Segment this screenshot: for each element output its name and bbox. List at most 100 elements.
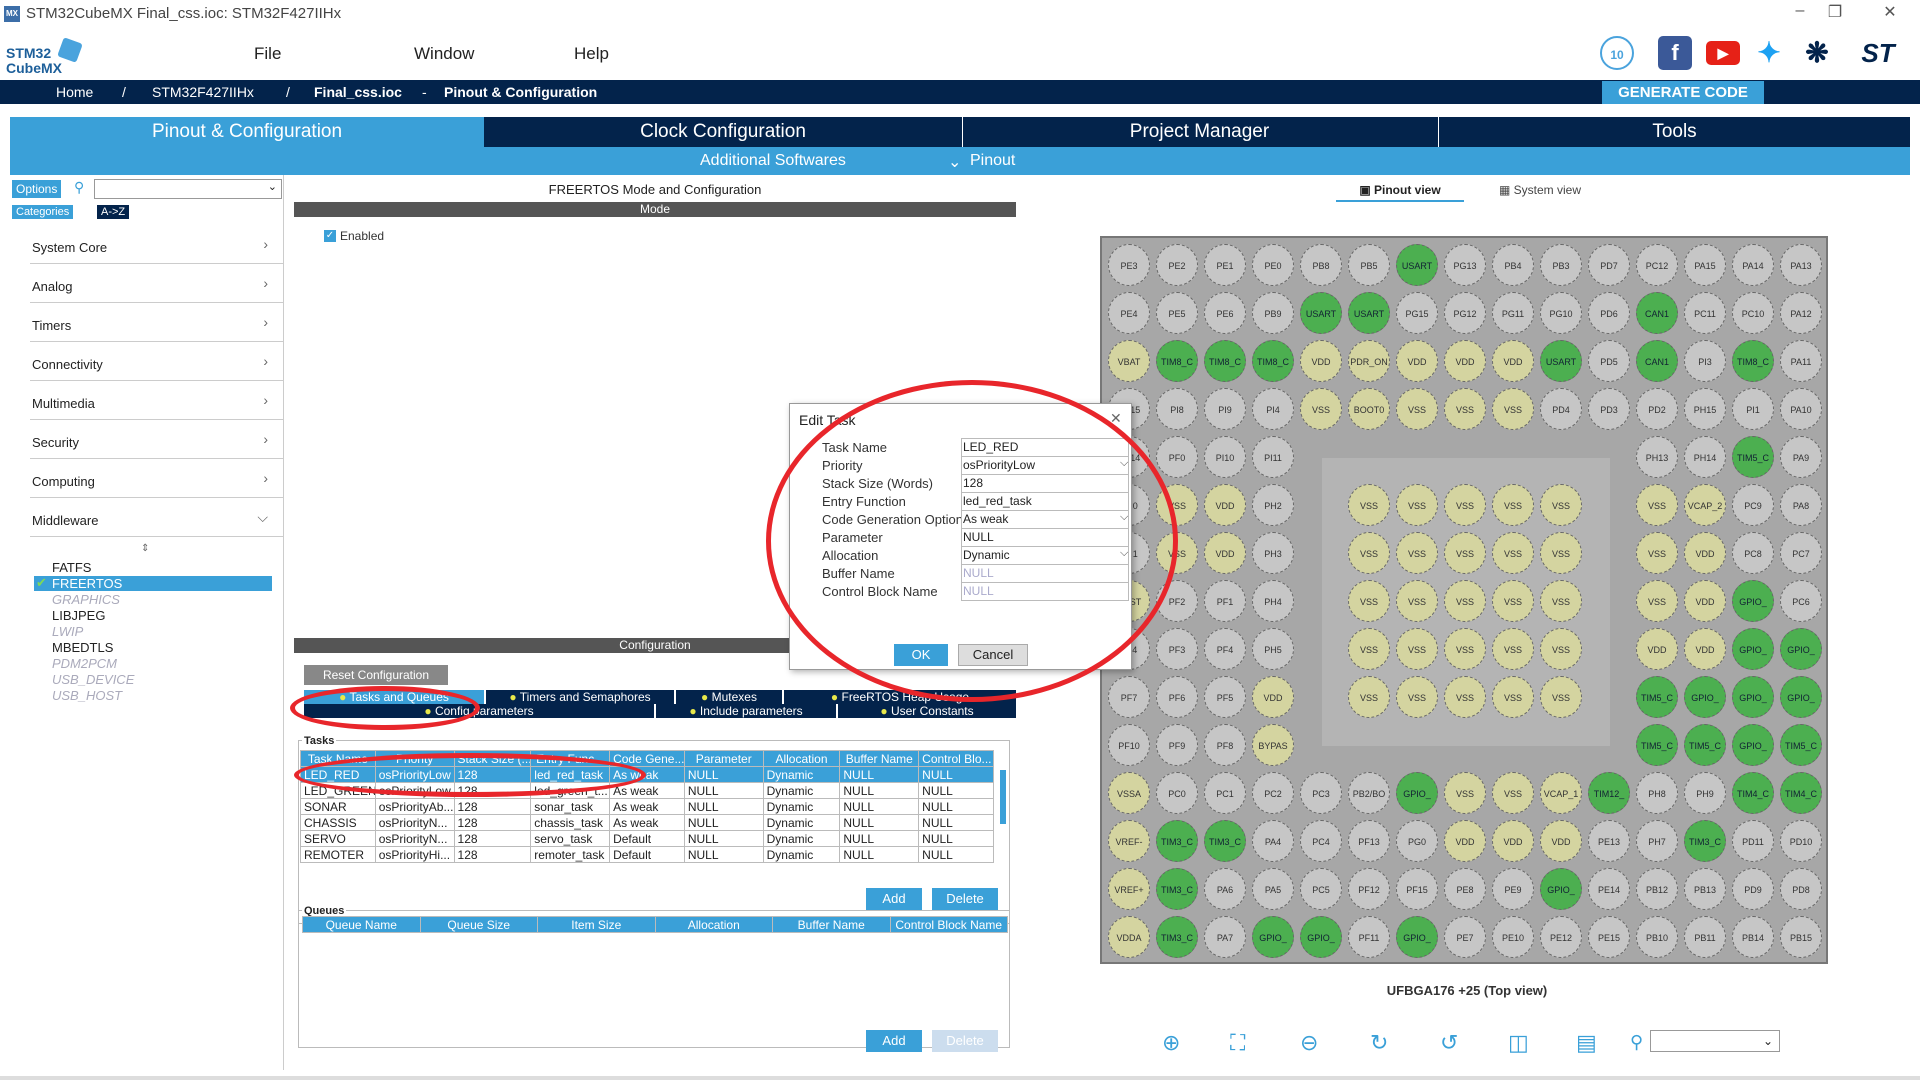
pin[interactable]: PG15 [1396,292,1438,334]
middleware-item[interactable]: LIBJPEG [52,608,106,623]
facebook-icon[interactable]: f [1658,36,1692,70]
pin[interactable]: PD4 [1540,388,1582,430]
pin[interactable]: PF12 [1348,868,1390,910]
pin[interactable]: USART [1300,292,1342,334]
pin[interactable]: PA7 [1204,916,1246,958]
pin[interactable]: TIM8_C [1156,340,1198,382]
queue-column-header[interactable]: Queue Name [302,916,421,933]
table-row[interactable]: REMOTER osPriorityHi... 128 remoter_task Def… [300,846,994,863]
middleware-item[interactable]: USB_DEVICE [52,672,135,687]
pin[interactable]: PC3 [1300,772,1342,814]
middleware-item[interactable]: GRAPHICS [52,592,120,607]
pin[interactable]: PC1 [1204,772,1246,814]
pin[interactable]: PH4 [1252,580,1294,622]
category-security[interactable]: Security › [30,421,284,459]
pin[interactable]: CAN1 [1636,292,1678,334]
pin[interactable]: PC8 [1732,532,1774,574]
config-tab-user-constants[interactable]: ● User Constants [838,704,1016,718]
config-tab-include-parameters[interactable]: ● Include parameters [656,704,836,718]
menu-window[interactable]: Window [414,44,475,63]
pin[interactable]: PC7 [1780,532,1822,574]
pin[interactable]: PF0 [1156,436,1198,478]
pin[interactable]: USART [1396,244,1438,286]
middleware-item[interactable]: FREERTOS [34,576,272,591]
pin[interactable]: PD9 [1732,868,1774,910]
pin[interactable]: PD7 [1588,244,1630,286]
pin[interactable]: PB12 [1636,868,1678,910]
pin[interactable]: VSS [1444,772,1486,814]
pin[interactable]: TIM12_ [1588,772,1630,814]
pin[interactable]: VDD [1540,820,1582,862]
pin[interactable]: PB8 [1300,244,1342,286]
pin[interactable]: VSS [1348,580,1390,622]
pin[interactable]: TIM8_C [1732,340,1774,382]
pin[interactable]: PH9 [1684,772,1726,814]
pin[interactable]: VSS [1492,484,1534,526]
middleware-item[interactable]: USB_HOST [52,688,123,703]
pin[interactable]: PI8 [1156,388,1198,430]
pin[interactable]: PA5 [1252,868,1294,910]
st-logo-icon[interactable]: ST [1848,36,1908,70]
pin[interactable]: PE10 [1492,916,1534,958]
pin[interactable]: VSS [1444,580,1486,622]
middleware-item[interactable]: PDM2PCM [52,656,118,671]
pin[interactable]: PD11 [1732,820,1774,862]
pin[interactable]: VDD [1684,580,1726,622]
pin[interactable]: PC9 [1732,484,1774,526]
config-tab-mutexes[interactable]: ● Mutexes [676,690,782,704]
pin[interactable]: VDD [1204,484,1246,526]
pin[interactable]: VSS [1540,580,1582,622]
pin[interactable]: GPIO_ [1732,724,1774,766]
pin[interactable]: GPIO_ [1252,916,1294,958]
category-multimedia[interactable]: Multimedia › [30,382,284,420]
pin[interactable]: PF15 [1396,868,1438,910]
options-button[interactable]: Options [12,180,62,198]
pin[interactable]: BYPAS [1252,724,1294,766]
pin[interactable]: VDDA [1108,916,1150,958]
task-add-button[interactable]: Add [866,888,922,910]
pin[interactable]: PI9 [1204,388,1246,430]
pin[interactable]: PA11 [1780,340,1822,382]
pin[interactable]: PC2 [1252,772,1294,814]
pin-search-input[interactable]: ⌄ [1650,1030,1780,1052]
rotate-left-icon[interactable]: ↺ [1440,1030,1459,1055]
categories-tab[interactable]: Categories [12,205,74,219]
pin[interactable]: PA15 [1684,244,1726,286]
tasks-scrollbar[interactable] [1000,770,1006,824]
category-timers[interactable]: Timers › [30,304,284,342]
pin[interactable]: VSS [1348,484,1390,526]
category-analog[interactable]: Analog › [30,265,284,303]
pin[interactable]: GPIO_ [1396,916,1438,958]
pin[interactable]: VSS [1492,628,1534,670]
pin[interactable]: VSS [1348,532,1390,574]
pin[interactable]: PB4 [1492,244,1534,286]
pin[interactable]: PC6 [1780,580,1822,622]
pin[interactable]: VDD [1300,340,1342,382]
pin[interactable]: VBAT [1108,340,1150,382]
pin[interactable]: PH7 [1636,820,1678,862]
pin[interactable]: PC10 [1732,292,1774,334]
pin[interactable]: VSS [1492,532,1534,574]
pin[interactable]: PC4 [1300,820,1342,862]
pin[interactable]: TIM8_C [1252,340,1294,382]
queue-column-header[interactable]: Item Size [537,916,656,933]
tab-project-manager[interactable]: Project Manager [962,117,1436,147]
task-column-header[interactable]: Parameter [683,750,764,767]
pin[interactable]: TIM3_C [1684,820,1726,862]
pin[interactable]: PB15 [1780,916,1822,958]
pin[interactable]: PF6 [1156,676,1198,718]
pin[interactable]: VSS [1348,676,1390,718]
anniversary-icon[interactable]: 10 [1600,36,1634,70]
pin[interactable]: VSS [1540,484,1582,526]
pin[interactable]: PH2 [1252,484,1294,526]
pin[interactable]: TIM5_C [1684,724,1726,766]
pin[interactable]: PG11 [1492,292,1534,334]
network-icon[interactable]: ❋ [1800,36,1834,70]
pin[interactable]: VCAP_2 [1684,484,1726,526]
pin[interactable]: VSS [1492,772,1534,814]
queue-column-header[interactable]: Allocation [654,916,773,933]
middleware-item[interactable]: LWIP [52,624,84,639]
collapse-handle-icon[interactable]: ⇕ [141,543,150,554]
pin[interactable]: VSS [1636,532,1678,574]
reset-configuration-button[interactable]: Reset Configuration [304,665,448,685]
